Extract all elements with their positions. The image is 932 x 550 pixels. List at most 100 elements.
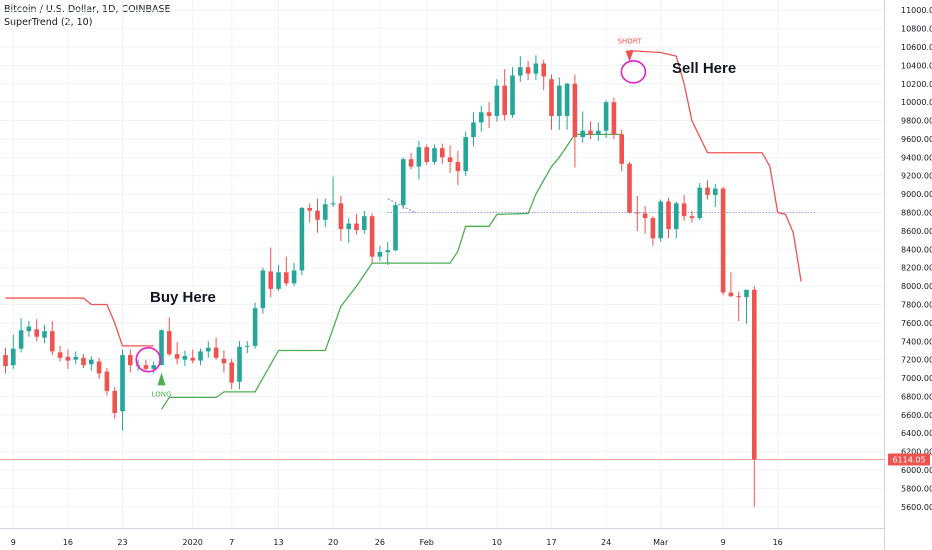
candle-body [580, 130, 585, 138]
price-tick-label: 6800.00 [901, 392, 932, 401]
candle-body [596, 130, 601, 135]
candle-body [408, 159, 414, 167]
price-tick-label: 9800.00 [901, 117, 932, 126]
candles [3, 55, 757, 507]
price-tick-label: 7200.00 [901, 356, 932, 365]
price-tick-label: 10200.00 [901, 80, 932, 89]
candle-body [276, 272, 281, 289]
candle-body [736, 296, 741, 298]
price-tick-label: 10600.00 [901, 43, 932, 52]
candle-body [385, 250, 390, 253]
price-axis: 5600.00 5800.00 6000.00 6200.00 6400.00 6600.… [901, 6, 932, 512]
candle [237, 341, 242, 390]
price-tick-label: 9600.00 [901, 135, 932, 144]
candle-body [627, 163, 632, 213]
price-tick-label: 11000.00 [901, 6, 932, 15]
candle [533, 55, 539, 81]
candle-body [471, 122, 476, 138]
candle [112, 387, 117, 419]
candle-body [416, 147, 422, 167]
candle-body [307, 207, 312, 211]
candle [18, 318, 24, 353]
candle [198, 348, 203, 366]
candle-body [362, 216, 367, 230]
supertrend-down-segment [629, 50, 802, 282]
candle [213, 337, 219, 360]
candle [588, 121, 593, 139]
price-tick-label: 7600.00 [901, 319, 932, 328]
candle [510, 67, 515, 118]
candle [369, 213, 375, 264]
candle-body [338, 203, 344, 230]
price-tick-label: 7800.00 [901, 300, 932, 309]
candle [104, 367, 110, 396]
candle [89, 355, 94, 371]
candle-body [689, 216, 695, 219]
candle-body [143, 365, 149, 369]
candle [455, 150, 461, 185]
candle [580, 111, 585, 143]
price-tick-label: 8200.00 [901, 264, 932, 273]
candle [229, 358, 234, 390]
candle-body [564, 83, 570, 116]
time-tick-label: 13 [273, 538, 283, 547]
candle [206, 341, 211, 358]
candle-body [128, 355, 133, 366]
candle [697, 183, 702, 220]
buy-here-annotation: Buy Here [150, 289, 216, 306]
candle [518, 56, 523, 82]
candle [284, 256, 289, 287]
candle [167, 317, 172, 356]
time-tick-label: 24 [601, 538, 611, 547]
candle-body [151, 365, 156, 369]
candle-body [213, 347, 219, 358]
supertrend-up-segment [160, 133, 622, 410]
candle [689, 210, 695, 223]
candle [432, 144, 437, 165]
candle-body [369, 216, 375, 257]
candle [705, 180, 710, 200]
candle-body [432, 148, 437, 162]
price-tick-label: 8000.00 [901, 282, 932, 291]
symbol-title: Bitcoin / U.S. Dollar, 1D, COINBASE [4, 4, 171, 15]
last-price-value: 6114.05 [892, 456, 925, 465]
candle [666, 197, 671, 239]
candle [291, 263, 297, 287]
price-tick-label: 10400.00 [901, 61, 932, 70]
sell-circle-highlight [620, 60, 647, 84]
candle-body [174, 354, 180, 359]
grid [0, 0, 885, 550]
candle [541, 59, 546, 91]
candle [338, 195, 344, 242]
candle [299, 207, 305, 276]
candle-body [96, 361, 102, 374]
price-tick-label: 9400.00 [901, 153, 932, 162]
candle-body [447, 157, 453, 162]
candle [416, 140, 422, 180]
candle-body [81, 357, 86, 366]
candle-body [440, 148, 445, 158]
short-marker-label: SHORT [618, 37, 643, 45]
candle [57, 345, 63, 362]
candle [393, 203, 398, 252]
candle [463, 131, 468, 176]
candle-body [182, 355, 188, 360]
candle [440, 143, 445, 164]
time-tick-label: Mar [653, 538, 669, 547]
candle-body [198, 351, 203, 361]
candle [120, 349, 125, 431]
candle [260, 267, 266, 314]
candle-body [346, 223, 351, 230]
candle-body [315, 210, 320, 220]
candle-body [284, 272, 289, 284]
candle [424, 144, 429, 165]
time-tick-label: 10 [492, 538, 502, 547]
candle [330, 176, 336, 207]
candle-body [73, 356, 78, 360]
candle-body [34, 329, 39, 337]
candle-body [744, 289, 749, 298]
candle [3, 347, 8, 374]
candle-body [229, 362, 234, 383]
candle [642, 206, 648, 234]
